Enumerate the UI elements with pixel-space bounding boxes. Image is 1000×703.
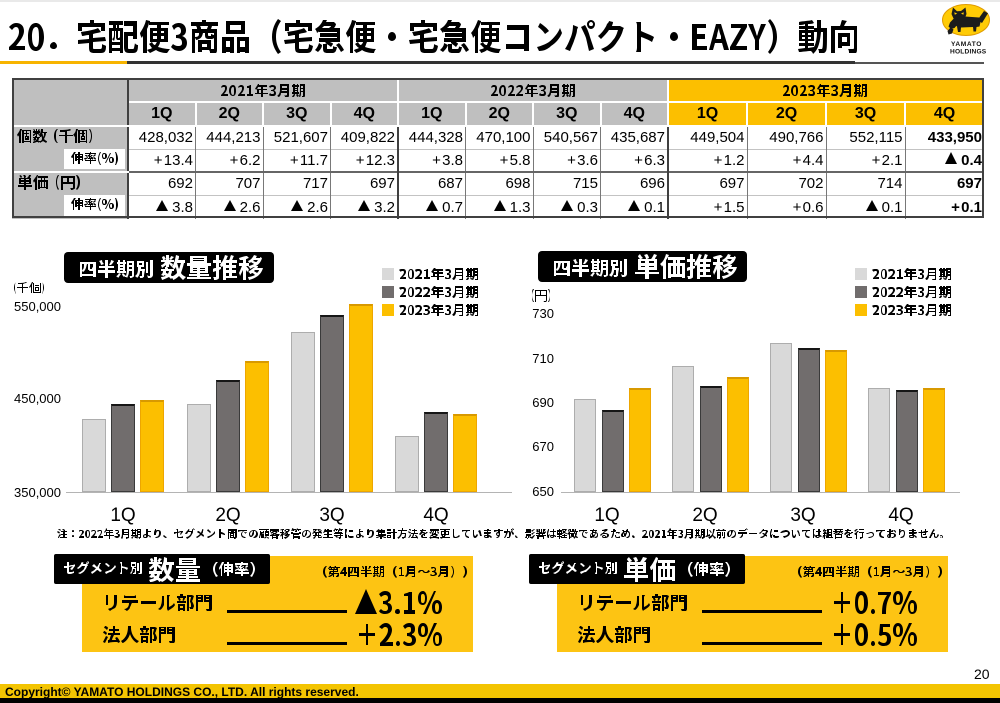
svg-text:YAMATO: YAMATO [951,41,982,48]
svg-text:HOLDINGS: HOLDINGS [950,49,987,56]
